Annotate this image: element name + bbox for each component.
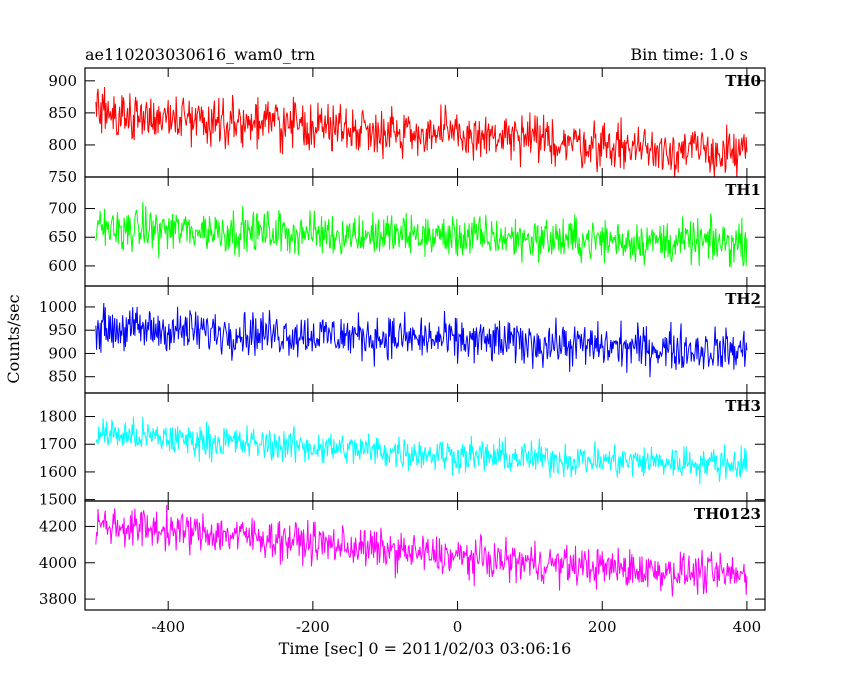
panel-label-th0: TH0 <box>725 72 761 90</box>
panel-label-th2: TH2 <box>725 290 761 308</box>
series-line-th0123 <box>95 504 748 597</box>
y-tick-label-th0: 900 <box>48 72 77 90</box>
y-tick-label-th0: 850 <box>48 104 77 122</box>
y-tick-label-th0123: 4000 <box>39 554 77 572</box>
y-tick-label-th1: 600 <box>48 257 77 275</box>
chart-title: ae110203030616_wam0_trn <box>85 45 316 64</box>
x-tick-label: -400 <box>151 618 185 636</box>
series-line-th2 <box>95 303 748 378</box>
y-tick-label-th0123: 4200 <box>39 517 77 535</box>
y-axis-label: Counts/sec <box>4 294 23 383</box>
x-tick-label: 200 <box>588 618 617 636</box>
y-tick-label-th3: 1800 <box>39 408 77 426</box>
panel-frame-th0123 <box>84 500 766 611</box>
bin-time-label: Bin time: 1.0 s <box>630 45 748 64</box>
x-tick-label: 0 <box>453 618 463 636</box>
y-tick-label-th0: 750 <box>48 168 77 186</box>
y-tick-label-th2: 1000 <box>39 298 77 316</box>
panel-label-th3: TH3 <box>725 397 761 415</box>
x-axis-label: Time [sec] 0 = 2011/02/03 03:06:16 <box>279 639 572 658</box>
y-tick-label-th3: 1700 <box>39 435 77 453</box>
y-tick-label-th1: 650 <box>48 228 77 246</box>
x-tick-label: -200 <box>296 618 330 636</box>
y-tick-label-th2: 850 <box>48 368 77 386</box>
y-tick-label-th2: 900 <box>48 344 77 362</box>
x-tick-label: 400 <box>733 618 762 636</box>
y-tick-label-th0: 800 <box>48 136 77 154</box>
y-tick-label-th1: 700 <box>48 200 77 218</box>
series-line-th0 <box>95 87 748 177</box>
series-line-th1 <box>95 201 748 268</box>
y-tick-label-th3: 1500 <box>39 491 77 509</box>
y-tick-label-th0123: 3800 <box>39 590 77 608</box>
y-tick-label-th2: 950 <box>48 321 77 339</box>
panel-label-th1: TH1 <box>725 181 761 199</box>
panel-label-th0123: TH0123 <box>694 505 761 523</box>
y-tick-label-th3: 1600 <box>39 463 77 481</box>
series-line-th3 <box>95 416 748 485</box>
